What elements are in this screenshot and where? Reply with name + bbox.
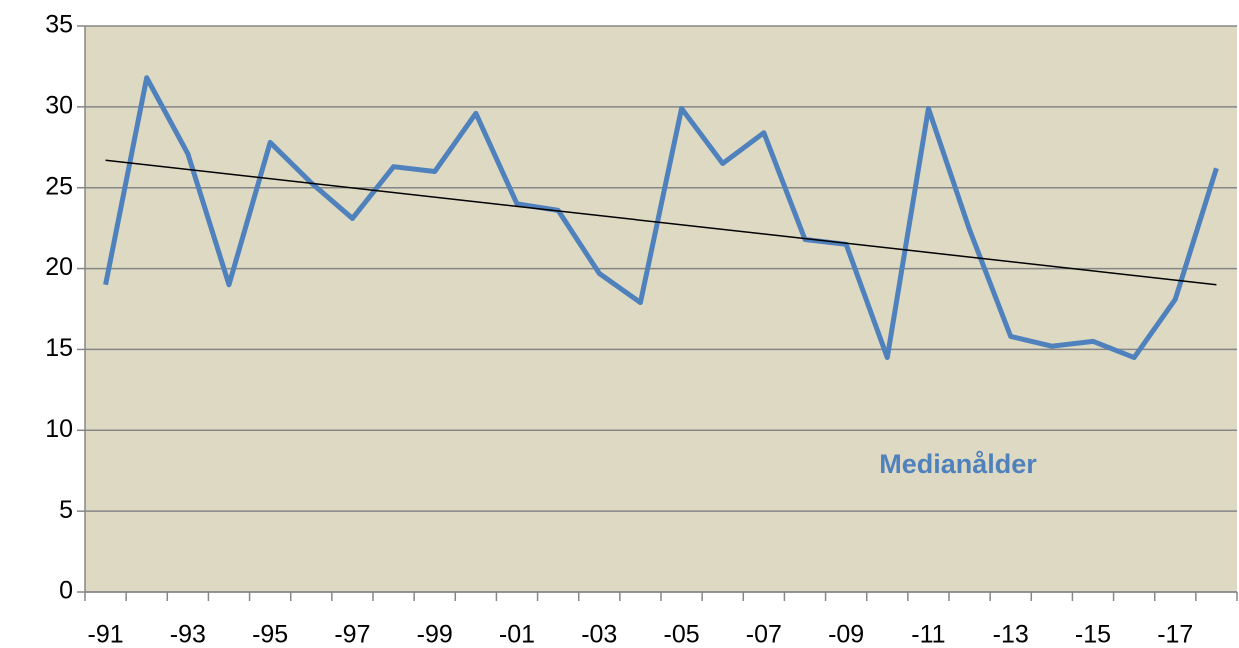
x-tick-label: -09 xyxy=(828,621,864,648)
x-tick-label: -11 xyxy=(911,621,945,648)
y-tick-label: 5 xyxy=(59,496,73,524)
y-tick-label: 15 xyxy=(45,334,73,362)
series-label: Medianålder xyxy=(879,449,1037,479)
y-tick-label: 30 xyxy=(45,91,73,119)
x-tick-label: -99 xyxy=(417,621,453,648)
y-tick-label: 10 xyxy=(45,415,73,443)
x-tick-label: -95 xyxy=(252,621,288,648)
data-line xyxy=(103,75,1219,361)
plot-area xyxy=(85,26,1237,592)
trendline xyxy=(105,159,1217,286)
x-tick-label: -17 xyxy=(1157,621,1193,648)
x-tick-label: -03 xyxy=(581,621,617,648)
x-tick-label: -05 xyxy=(664,621,700,648)
x-tick-label: -97 xyxy=(334,621,370,648)
x-tick-label: -91 xyxy=(88,621,124,648)
y-tick-label: 25 xyxy=(45,172,73,200)
x-tick-label: -01 xyxy=(499,621,535,648)
x-tick-label: -07 xyxy=(746,621,782,648)
y-tick-label: 35 xyxy=(45,11,73,39)
x-tick-label: -93 xyxy=(170,621,206,648)
x-tick-label: -13 xyxy=(993,621,1029,648)
y-tick-label: 20 xyxy=(45,253,73,281)
y-tick-label: 0 xyxy=(59,577,73,605)
x-tick-label: -15 xyxy=(1075,621,1111,648)
